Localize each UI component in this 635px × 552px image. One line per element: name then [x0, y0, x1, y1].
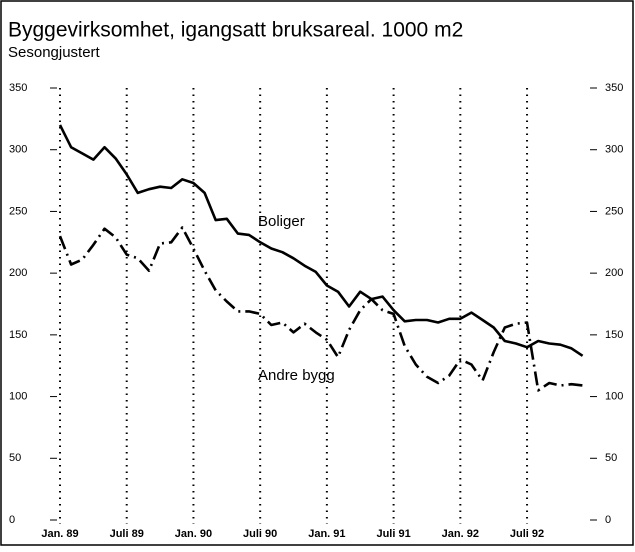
y-tick-label: 350 — [9, 82, 27, 94]
y-tick-label: 150 — [9, 329, 27, 341]
series-line — [58, 124, 584, 357]
y-tick-label: 250 — [9, 205, 27, 217]
x-tick-label: Jan. 91 — [308, 528, 345, 540]
series-line — [58, 226, 583, 392]
y-tick-label: 100 — [9, 390, 27, 402]
chart-title: Byggevirksomhet, igangsatt bruksareal. 1… — [8, 19, 463, 42]
y2-tick-label: 100 — [605, 390, 623, 402]
x-tick-label: Juli 89 — [110, 528, 144, 540]
y2-tick-label: 350 — [605, 82, 623, 94]
x-tick-label: Jan. 90 — [175, 528, 212, 540]
chart-subtitle: Sesongjustert — [8, 44, 101, 61]
x-tick-label: Jan. 89 — [41, 528, 78, 540]
y2-tick-label: 0 — [605, 514, 611, 526]
y-tick-label: 200 — [9, 267, 27, 279]
y2-tick-label: 250 — [605, 205, 623, 217]
y2-tick-label: 200 — [605, 267, 623, 279]
y-tick-label: 0 — [9, 514, 15, 526]
x-tick-label: Jan. 92 — [442, 528, 479, 540]
y-tick-label: 300 — [9, 144, 27, 156]
y2-tick-label: 150 — [605, 329, 623, 341]
x-tick-label: Juli 91 — [376, 528, 410, 540]
series-label: Boliger — [258, 213, 305, 230]
series-label: Andre bygg — [258, 367, 335, 384]
x-tick-label: Juli 90 — [243, 528, 277, 540]
y-tick-label: 50 — [9, 452, 21, 464]
y2-tick-label: 50 — [605, 452, 617, 464]
x-tick-label: Juli 92 — [510, 528, 544, 540]
y2-tick-label: 300 — [605, 144, 623, 156]
